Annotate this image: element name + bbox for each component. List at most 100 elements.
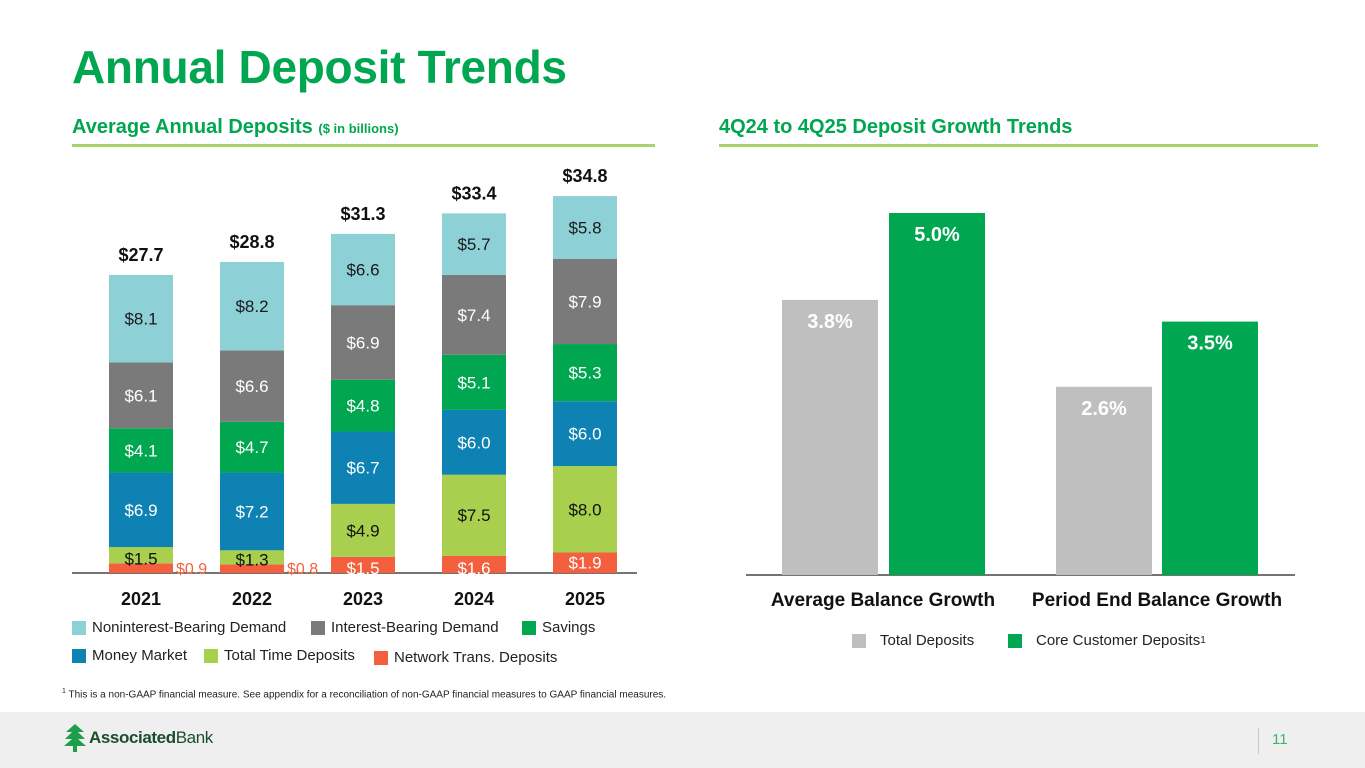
page-number-divider xyxy=(1258,728,1259,754)
total-label-2022: $28.8 xyxy=(229,232,274,252)
legend-label: Network Trans. Deposits xyxy=(394,649,558,666)
data-label-total-time-deposits-2021: $1.5 xyxy=(124,549,157,568)
bar-segment-money-market-2021 xyxy=(109,472,173,548)
footnote-marker: 1 xyxy=(62,688,66,695)
data-label-money-market-2021: $6.9 xyxy=(124,501,157,520)
data-label-network-trans-deposits-2022: $0.8 xyxy=(287,561,318,578)
data-label-interest-bearing-demand-2025: $7.9 xyxy=(568,292,601,311)
data-label-savings-2022: $4.7 xyxy=(235,438,268,457)
bar-segment-noninterest-bearing-demand-2024 xyxy=(442,213,506,275)
legend-label: Core Customer Deposits xyxy=(1036,632,1201,649)
data-label-noninterest-bearing-demand-2022: $8.2 xyxy=(235,297,268,316)
data-label-total-time-deposits-2023: $4.9 xyxy=(346,521,379,540)
data-label-interest-bearing-demand-2022: $6.6 xyxy=(235,377,268,396)
legend-item-core-customer-deposits: Core Customer Deposits 1 xyxy=(1008,632,1206,649)
x-tick-label-2023: 2023 xyxy=(343,589,383,609)
bar-segment-money-market-2024 xyxy=(442,409,506,475)
bar-segment-noninterest-bearing-demand-2021 xyxy=(109,274,173,363)
legend-item-money-market: Money Market xyxy=(72,647,187,664)
legend-label: Total Deposits xyxy=(880,632,975,649)
legend-swatch xyxy=(72,648,86,663)
bar-segment-noninterest-bearing-demand-2023 xyxy=(331,233,395,306)
bar-segment-noninterest-bearing-demand-2022 xyxy=(220,261,284,351)
right-chart-title: 4Q24 to 4Q25 Deposit Growth Trends xyxy=(719,116,1073,138)
total-label-2024: $33.4 xyxy=(451,183,496,203)
brand-name: AssociatedBank xyxy=(89,728,213,748)
footer-bar xyxy=(0,712,1365,768)
data-label-noninterest-bearing-demand-2025: $5.8 xyxy=(568,218,601,237)
bar-segment-savings-2021 xyxy=(109,428,173,473)
legend-label: Total Time Deposits xyxy=(224,647,355,664)
page-number: 11 xyxy=(1272,731,1288,748)
legend-item-noninterest-bearing-demand: Noninterest-Bearing Demand xyxy=(72,619,286,636)
tree-logo-icon xyxy=(64,724,86,752)
data-label-total-time-deposits-2022: $1.3 xyxy=(235,550,268,569)
legend-label: Money Market xyxy=(92,647,188,664)
legend-footnote-marker: 1 xyxy=(1200,635,1206,646)
bar-segment-total-time-deposits-2025 xyxy=(553,466,617,553)
footnote-text: This is a non-GAAP financial measure. Se… xyxy=(68,689,667,701)
bar-segment-interest-bearing-demand-2024 xyxy=(442,274,506,355)
bar-segment-total-time-deposits-2021 xyxy=(109,547,173,564)
legend-swatch xyxy=(204,648,218,663)
left-title-rule xyxy=(72,144,655,147)
bar-segment-total-time-deposits-2022 xyxy=(220,550,284,565)
bar-segment-interest-bearing-demand-2025 xyxy=(553,258,617,345)
legend-label: Interest-Bearing Demand xyxy=(331,619,499,636)
data-label-total-deposits-period-end-balance-growth: 2.6% xyxy=(1081,398,1127,420)
bar-segment-total-time-deposits-2023 xyxy=(331,503,395,557)
bar-segment-network-trans-deposits-2025 xyxy=(553,552,617,573)
legend-label: Noninterest-Bearing Demand xyxy=(92,619,287,636)
bar-segment-total-time-deposits-2024 xyxy=(442,474,506,556)
data-label-total-time-deposits-2025: $8.0 xyxy=(568,500,601,519)
data-label-total-deposits-average-balance-growth: 3.8% xyxy=(807,311,853,333)
brand-name-bold: Associated xyxy=(89,728,176,747)
data-label-network-trans-deposits-2024: $1.6 xyxy=(457,559,490,578)
data-label-interest-bearing-demand-2023: $6.9 xyxy=(346,333,379,352)
bar-segment-savings-2024 xyxy=(442,354,506,410)
legend-item-total-time-deposits: Total Time Deposits xyxy=(204,647,355,664)
legend-item-network-trans-deposits: Network Trans. Deposits xyxy=(374,649,557,666)
x-tick-label-2025: 2025 xyxy=(565,589,605,609)
bar-total-deposits-period-end-balance-growth xyxy=(1056,386,1152,575)
total-label-2021: $27.7 xyxy=(118,245,163,265)
data-label-total-time-deposits-2024: $7.5 xyxy=(457,506,490,525)
legend-item-interest-bearing-demand: Interest-Bearing Demand xyxy=(311,619,499,636)
bar-segment-money-market-2022 xyxy=(220,472,284,551)
legend-swatch xyxy=(311,620,325,635)
bar-segment-savings-2022 xyxy=(220,421,284,473)
bar-segment-network-trans-deposits-2023 xyxy=(331,556,395,573)
footnote: 1 This is a non-GAAP financial measure. … xyxy=(62,688,666,700)
legend-item-total-deposits: Total Deposits xyxy=(852,632,974,649)
bar-segment-money-market-2025 xyxy=(553,401,617,467)
bar-segment-network-trans-deposits-2021 xyxy=(109,563,173,573)
data-label-money-market-2022: $7.2 xyxy=(235,502,268,521)
legend-swatch xyxy=(1008,633,1022,648)
total-label-2023: $31.3 xyxy=(340,204,385,224)
data-label-savings-2023: $4.8 xyxy=(346,397,379,416)
x-tick-label-average-balance-growth: Average Balance Growth xyxy=(771,590,995,611)
bar-segment-savings-2023 xyxy=(331,379,395,432)
left-chart-title-text: Average Annual Deposits xyxy=(72,116,313,138)
data-label-money-market-2023: $6.7 xyxy=(346,459,379,478)
left-chart-units: ($ in billions) xyxy=(318,121,399,136)
bar-segment-interest-bearing-demand-2022 xyxy=(220,350,284,422)
data-label-money-market-2025: $6.0 xyxy=(568,425,601,444)
x-tick-label-period-end-balance-growth: Period End Balance Growth xyxy=(1032,590,1282,611)
data-label-network-trans-deposits-2021: $0.9 xyxy=(176,561,207,578)
legend-swatch xyxy=(522,620,536,635)
x-tick-label-2022: 2022 xyxy=(232,589,272,609)
total-label-2025: $34.8 xyxy=(562,166,607,186)
legend-swatch xyxy=(72,620,86,635)
data-label-core-customer-deposits-period-end-balance-growth: 3.5% xyxy=(1187,333,1233,355)
legend-swatch xyxy=(852,633,866,648)
bar-segment-money-market-2023 xyxy=(331,431,395,504)
bar-total-deposits-average-balance-growth xyxy=(782,299,878,575)
data-label-money-market-2024: $6.0 xyxy=(457,433,490,452)
bar-segment-network-trans-deposits-2024 xyxy=(442,555,506,573)
data-label-core-customer-deposits-average-balance-growth: 5.0% xyxy=(914,224,960,246)
x-tick-label-2021: 2021 xyxy=(121,589,161,609)
data-label-savings-2024: $5.1 xyxy=(457,373,490,392)
brand-name-regular: Bank xyxy=(175,728,214,747)
